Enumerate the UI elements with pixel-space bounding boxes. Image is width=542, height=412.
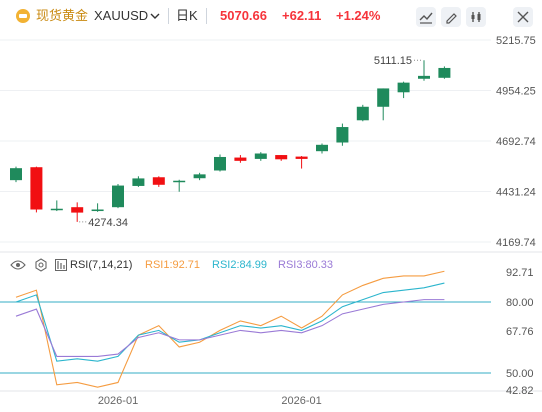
price-change-pct: +1.24% (336, 8, 381, 23)
rsi-y-tick-label: 50.00 (506, 368, 534, 380)
gold-icon (16, 9, 30, 23)
candle-body (234, 157, 247, 161)
compare-button[interactable] (466, 7, 486, 27)
candle-body (214, 156, 226, 171)
rsi-legend-label: RSI(7,14,21) (70, 259, 133, 271)
line-chart-icon (419, 12, 433, 24)
last-price: 5070.66 (220, 8, 267, 23)
candle-body (30, 167, 43, 210)
candle-body (356, 106, 369, 121)
candle-body (50, 208, 63, 211)
y-tick-label: 5215.75 (496, 35, 536, 47)
interval-selector[interactable]: 日K (176, 8, 198, 23)
y-tick-label: 4169.74 (496, 237, 536, 249)
settings-icon[interactable] (34, 258, 48, 272)
candle-body (10, 168, 22, 181)
rsi-y-tick-label: 67.76 (506, 326, 534, 338)
rsi-y-tick-label: 92.71 (506, 267, 534, 279)
candle-body (295, 156, 308, 159)
candle-body (418, 75, 430, 79)
chevron-down-icon[interactable] (150, 12, 160, 20)
candle-body (173, 180, 186, 183)
candle-body (254, 153, 267, 159)
y-tick-label: 4692.74 (496, 136, 536, 148)
rsi1-legend: RSI1:92.71 (145, 259, 201, 271)
x-tick-label: 2026-01 (281, 395, 321, 407)
divider (168, 8, 169, 24)
rsi-y-tick-label: 80.00 (506, 297, 534, 309)
x-tick-label: 2026-01 (98, 395, 138, 407)
candle-body (152, 177, 165, 185)
candle-body (438, 67, 451, 78)
draw-button[interactable] (441, 7, 461, 27)
high-annotation: 5111.15 (374, 55, 412, 67)
instrument-symbol[interactable]: XAUUSD (94, 8, 149, 23)
fullscreen-icon (517, 11, 529, 23)
rsi-y-tick-label: 42.82 (506, 385, 534, 397)
candle-body (112, 185, 124, 208)
candle-body (316, 144, 328, 152)
candle-body (132, 178, 145, 186)
rsi-series-line (15, 299, 445, 357)
candle-body (91, 209, 104, 212)
eye-icon[interactable] (10, 259, 26, 271)
low-annotation: 4274.34 (88, 217, 128, 229)
candle-body (275, 155, 288, 160)
header-bar: 现货黄金 XAUUSD 日K 5070.66 +62.11 +1.24% (0, 0, 542, 32)
price-change: +62.11 (282, 8, 322, 23)
indicator-icon[interactable] (55, 259, 67, 271)
fullscreen-button[interactable] (513, 7, 533, 27)
candle-body (377, 88, 390, 107)
rsi3-legend: RSI3:80.33 (278, 259, 334, 271)
candle-body (336, 127, 349, 143)
compare-icon (471, 12, 481, 22)
divider (206, 8, 207, 24)
y-tick-label: 4954.25 (496, 85, 536, 97)
y-tick-label: 4431.24 (496, 187, 536, 199)
rsi-series-line (15, 270, 445, 388)
instrument-name[interactable]: 现货黄金 (36, 8, 89, 23)
candle-body (397, 82, 410, 93)
rsi2-legend: RSI2:84.99 (212, 259, 268, 271)
rsi-series-line (15, 282, 445, 362)
candle-body (193, 174, 206, 179)
draw-icon (446, 13, 457, 24)
line-chart-button[interactable] (416, 7, 436, 27)
candle-body (71, 207, 84, 213)
